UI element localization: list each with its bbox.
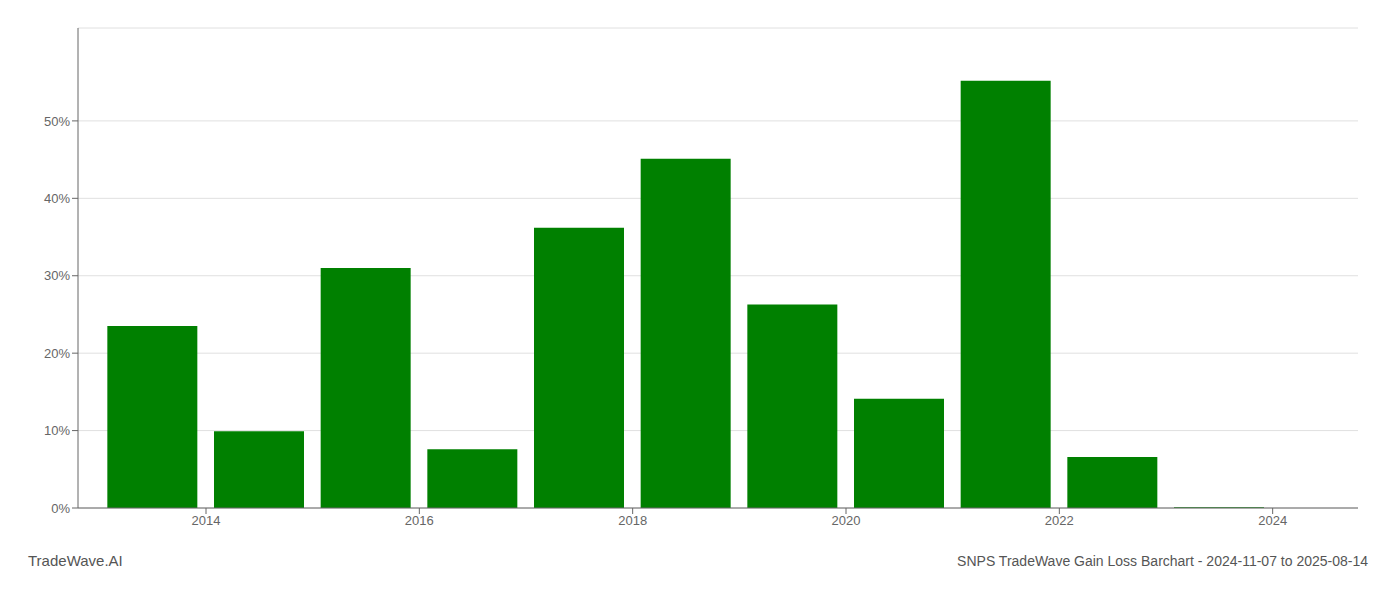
svg-text:2018: 2018: [618, 513, 647, 528]
svg-text:2022: 2022: [1045, 513, 1074, 528]
svg-text:2020: 2020: [832, 513, 861, 528]
svg-text:2024: 2024: [1258, 513, 1287, 528]
svg-text:2016: 2016: [405, 513, 434, 528]
svg-text:10%: 10%: [44, 423, 70, 438]
svg-text:30%: 30%: [44, 268, 70, 283]
html-text:SNPS TradeWave Gain Loss Barch: SNPS TradeWave Gain Loss Barchart - 2024…: [957, 553, 1368, 569]
svg-text:50%: 50%: [44, 114, 70, 129]
svg-text:0%: 0%: [51, 501, 70, 516]
html-text:TradeWave.AI: TradeWave.AI: [28, 552, 123, 569]
svg-text:2014: 2014: [192, 513, 221, 528]
svg-text:40%: 40%: [44, 191, 70, 206]
svg-text:20%: 20%: [44, 346, 70, 361]
